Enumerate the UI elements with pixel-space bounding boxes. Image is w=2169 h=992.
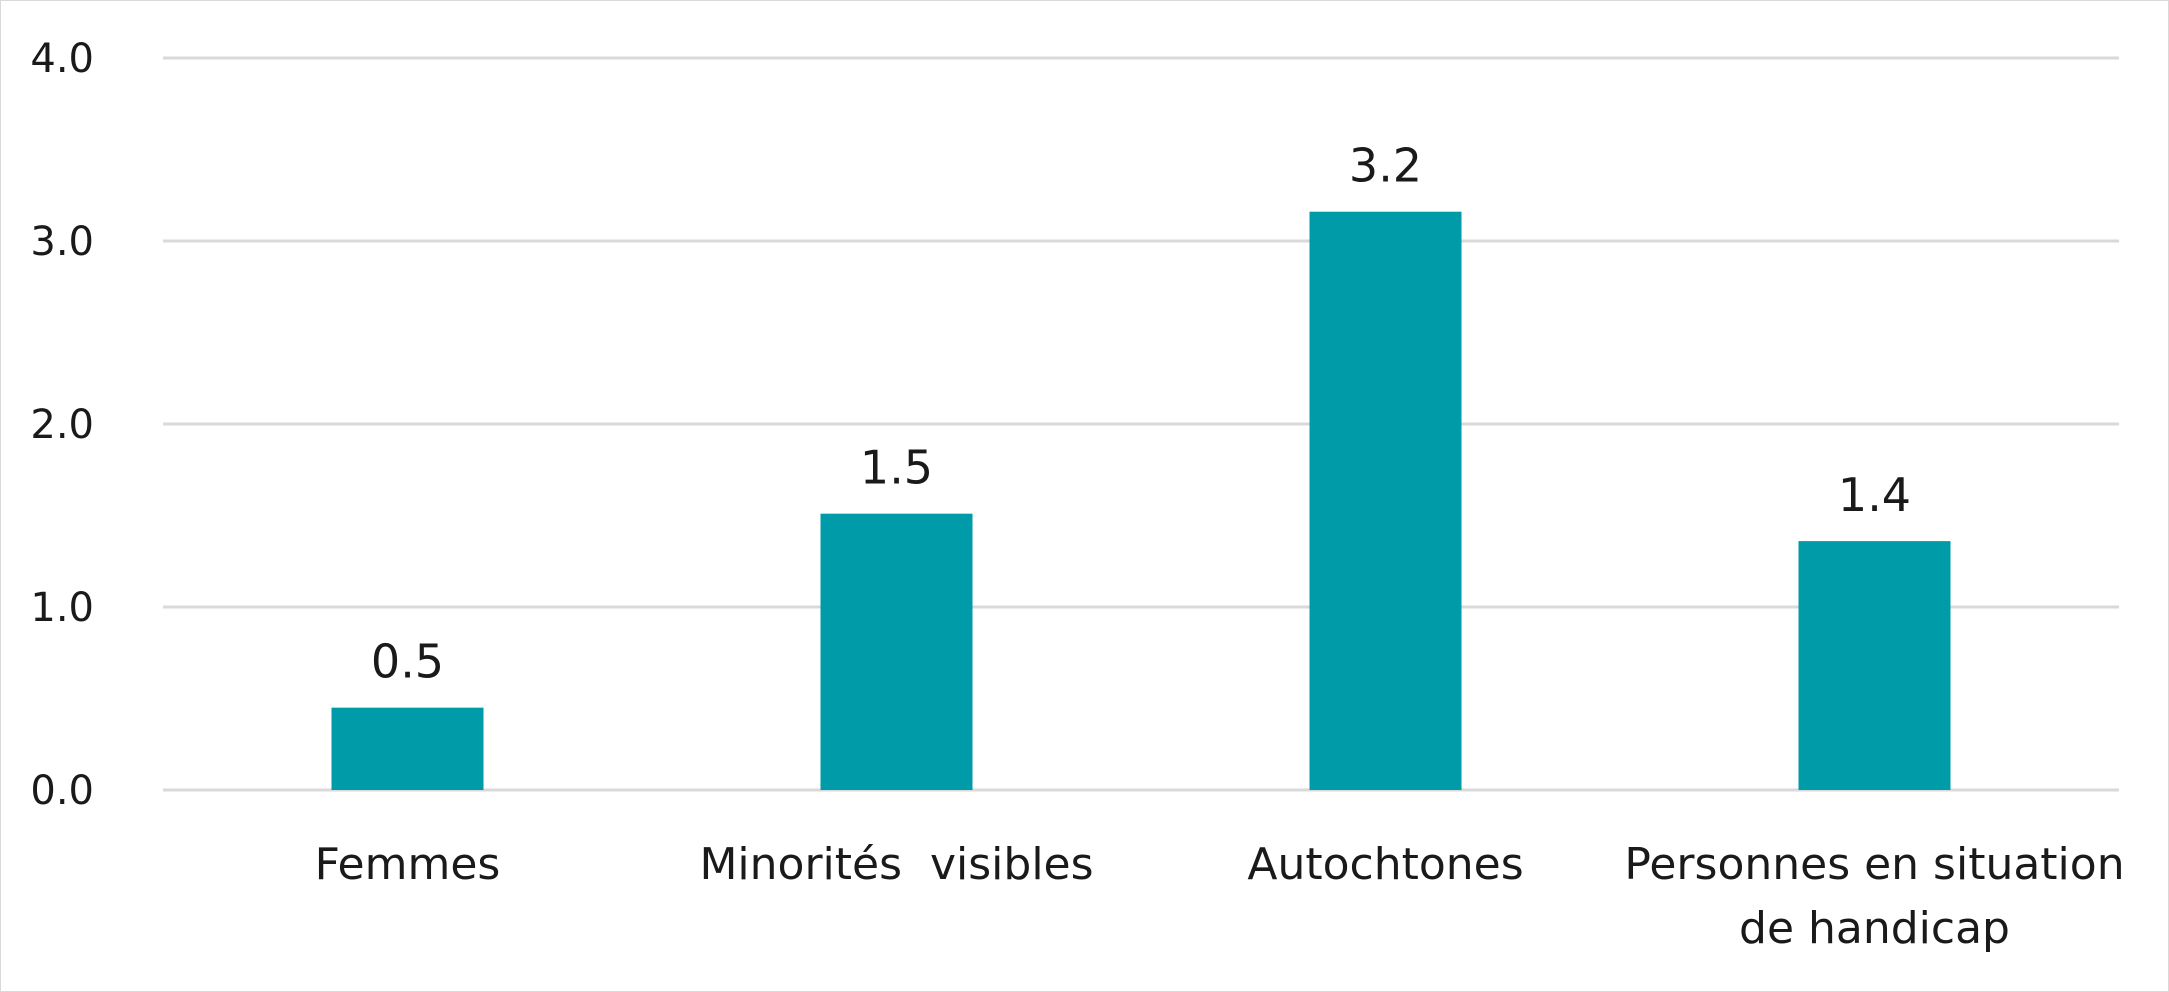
bar-2 [1309,211,1462,791]
bars [331,211,1951,791]
y-tick-label: 3.0 [30,219,94,265]
y-tick-label: 1.0 [30,585,94,631]
data-label-2: 3.2 [1349,139,1422,193]
bar-0 [331,707,484,790]
y-tick-label: 4.0 [30,36,94,82]
y-axis-ticks: 0.0 1.0 2.0 3.0 4.0 [30,36,94,814]
y-tick-label: 2.0 [30,402,94,448]
gridlines [163,56,2119,792]
category-label-0: Femmes [315,839,501,890]
category-label-3-line-1: de handicap [1739,903,2010,954]
category-label-3-line-0: Personnes en situation [1624,839,2124,890]
data-label-3: 1.4 [1838,468,1911,522]
data-label-0: 0.5 [371,635,444,689]
category-label-2: Autochtones [1247,839,1523,890]
data-labels: 0.5 1.5 3.2 1.4 [371,139,1911,689]
x-axis-labels: Femmes Minorités visibles Autochtones Perso… [315,839,2125,954]
category-label-1: Minorités visibles [699,839,1093,890]
y-tick-label: 0.0 [30,768,94,814]
bar-3 [1798,541,1951,790]
data-label-1: 1.5 [860,441,933,495]
bar-1 [820,513,973,790]
